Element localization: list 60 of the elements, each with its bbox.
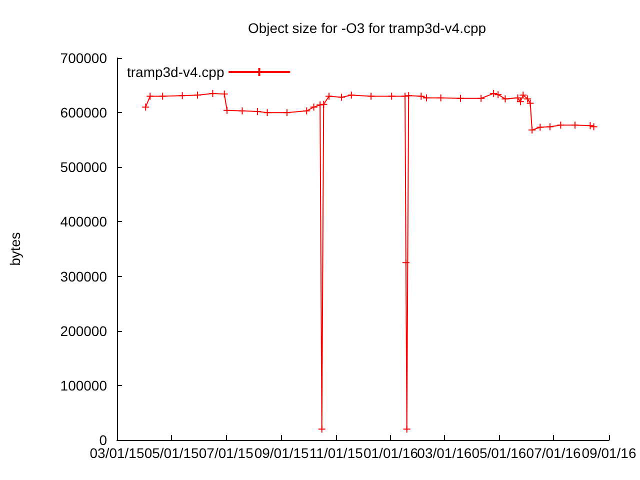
point xyxy=(590,122,598,131)
point xyxy=(501,94,510,103)
y-tick-label: 700000 xyxy=(60,50,108,66)
point xyxy=(436,94,445,102)
point xyxy=(571,121,580,130)
point xyxy=(142,103,150,112)
point xyxy=(401,92,410,100)
point xyxy=(146,92,154,100)
point xyxy=(302,106,311,115)
point xyxy=(158,92,167,100)
point xyxy=(282,108,291,117)
point xyxy=(402,258,410,267)
point xyxy=(316,100,324,109)
y-tick-label: 500000 xyxy=(60,159,108,176)
point xyxy=(402,425,411,434)
x-tick-label: 03/01/15 xyxy=(90,445,144,461)
point xyxy=(456,94,465,102)
point xyxy=(546,122,554,131)
x-tick-label: 07/01/15 xyxy=(198,445,254,461)
point xyxy=(238,106,246,115)
y-tick-label: 0 xyxy=(99,432,108,448)
point xyxy=(514,94,522,102)
point xyxy=(220,90,228,98)
point xyxy=(194,91,202,100)
x-tick-label: 05/01/16 xyxy=(472,445,526,461)
x-tick-label: 01/01/16 xyxy=(363,445,418,461)
point xyxy=(477,94,486,102)
y-tick-label: 600000 xyxy=(60,104,108,121)
y-tick-label: 400000 xyxy=(60,214,108,230)
point xyxy=(556,121,565,130)
x-tick-label: 09/01/16 xyxy=(582,445,636,461)
x-tick-label: 03/01/16 xyxy=(417,445,472,461)
point xyxy=(263,108,272,117)
point xyxy=(404,92,413,100)
point xyxy=(388,92,396,100)
x-tick-label: 09/01/15 xyxy=(254,445,310,461)
x-tick-label: 11/01/15 xyxy=(309,445,364,461)
point xyxy=(528,126,536,134)
chart-title: Object size for -O3 for tramp3d-v4.cpp xyxy=(248,20,486,36)
point xyxy=(318,425,326,434)
y-axis-title: bytes xyxy=(7,232,23,266)
point xyxy=(178,92,186,100)
point xyxy=(310,103,318,112)
y-tick-label: 200000 xyxy=(60,322,108,339)
point xyxy=(586,122,594,130)
x-tick-label: 05/01/15 xyxy=(144,445,200,461)
point xyxy=(367,92,376,100)
point xyxy=(338,93,346,102)
point xyxy=(223,106,232,114)
y-tick-label: 100000 xyxy=(60,377,108,394)
point xyxy=(536,123,544,132)
point xyxy=(253,107,262,116)
y-tick-label: 300000 xyxy=(60,268,108,284)
point xyxy=(347,91,356,100)
point xyxy=(516,98,524,106)
point xyxy=(325,92,334,100)
point xyxy=(208,89,217,98)
point xyxy=(320,100,328,108)
x-tick-label: 07/01/16 xyxy=(526,445,581,461)
legend-label: tramp3d-v4.cpp xyxy=(126,64,224,80)
